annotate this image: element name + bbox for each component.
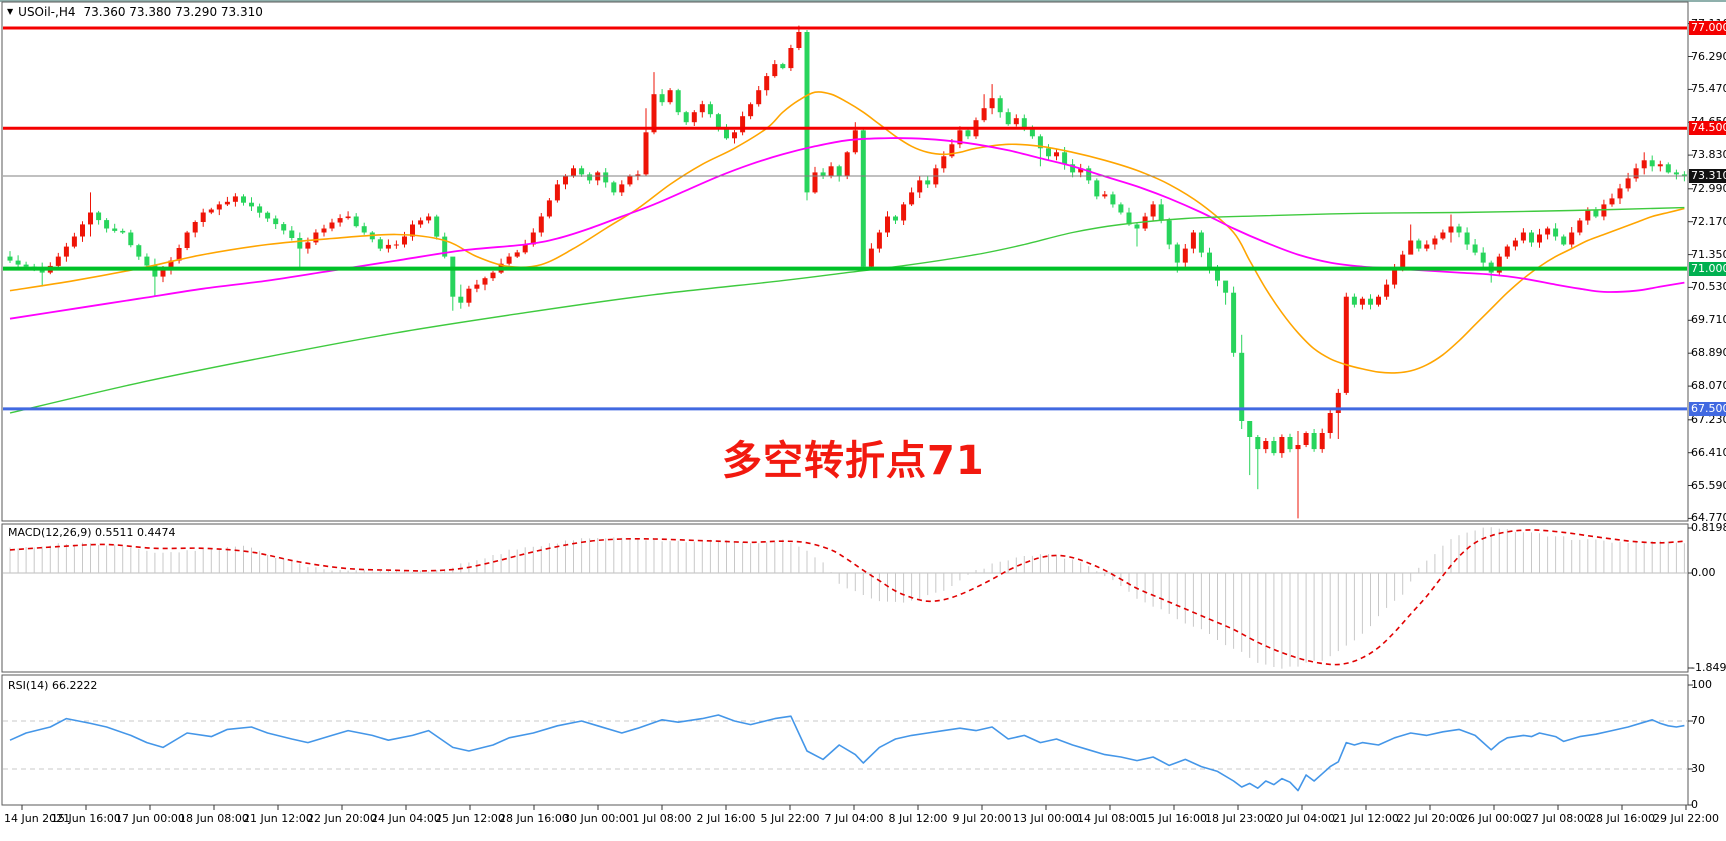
time-axis-label: 20 Jul 04:00 (1269, 812, 1335, 825)
price-tick-label: 68.070 (1691, 379, 1726, 393)
chart-header: ▼ USOil-,H4 73.360 73.380 73.290 73.310 (7, 5, 263, 19)
ohlc-values: 73.360 73.380 73.290 73.310 (83, 5, 263, 19)
price-tick-label: 72.170 (1691, 214, 1726, 228)
macd-indicator-label: MACD(12,26,9) 0.5511 0.4474 (8, 526, 176, 539)
time-axis-label: 30 Jun 00:00 (563, 812, 633, 825)
price-level-badge: 73.310 (1689, 169, 1726, 183)
time-axis-label: 14 Jul 08:00 (1077, 812, 1143, 825)
price-tick-label: 69.710 (1691, 313, 1726, 327)
time-axis-label: 1 Jul 08:00 (632, 812, 692, 825)
price-tick-label: 73.830 (1691, 148, 1726, 162)
time-axis-label: 18 Jul 23:00 (1205, 812, 1271, 825)
macd-tick-label: -1.8495 (1691, 661, 1726, 674)
price-tick-label: 72.990 (1691, 181, 1726, 195)
price-tick-label: 75.470 (1691, 82, 1726, 96)
time-axis-label: 27 Jul 08:00 (1525, 812, 1591, 825)
rsi-indicator-label: RSI(14) 66.2222 (8, 679, 98, 692)
time-axis-label: 7 Jul 04:00 (824, 812, 884, 825)
rsi-tick-label: 0 (1691, 798, 1698, 811)
price-level-badge: 74.500 (1689, 121, 1726, 136)
time-axis-label: 15 Jul 16:00 (1141, 812, 1207, 825)
time-axis-label: 28 Jun 16:00 (499, 812, 569, 825)
time-axis-label: 25 Jun 12:00 (435, 812, 505, 825)
price-tick-label: 67.230 (1691, 412, 1726, 426)
price-tick-label: 71.350 (1691, 247, 1726, 261)
price-level-badge: 77.000 (1689, 21, 1726, 35)
time-axis-label: 13 Jul 00:00 (1013, 812, 1079, 825)
time-axis-label: 24 Jun 04:00 (371, 812, 441, 825)
time-axis-label: 15 Jun 16:00 (51, 812, 121, 825)
time-axis-label: 22 Jun 20:00 (307, 812, 377, 825)
time-axis-label: 2 Jul 16:00 (696, 812, 756, 825)
price-tick-label: 65.590 (1691, 478, 1726, 492)
price-level-badge: 71.000 (1689, 261, 1726, 276)
time-axis-label: 29 Jul 22:00 (1653, 812, 1719, 825)
time-axis-label: 21 Jun 12:00 (243, 812, 313, 825)
time-axis-label: 28 Jul 16:00 (1589, 812, 1655, 825)
rsi-tick-label: 30 (1691, 762, 1705, 775)
time-axis-label: 14 Jun 2021 (4, 812, 71, 825)
time-axis-label: 26 Jul 00:00 (1461, 812, 1527, 825)
symbol-timeframe-label: USOil-,H4 (18, 5, 76, 19)
price-tick-label: 68.890 (1691, 346, 1726, 360)
time-axis-label: 5 Jul 22:00 (760, 812, 820, 825)
rsi-tick-label: 100 (1691, 678, 1712, 691)
time-axis-label: 18 Jun 08:00 (179, 812, 249, 825)
macd-tick-label: 0.00 (1691, 566, 1716, 579)
rsi-tick-label: 70 (1691, 714, 1705, 727)
macd-tick-label: 0.8198 (1691, 521, 1726, 534)
price-tick-label: 70.530 (1691, 280, 1726, 294)
symbol-dropdown-icon[interactable]: ▼ (7, 7, 14, 16)
price-tick-label: 64.770 (1691, 511, 1726, 525)
time-axis-label: 8 Jul 12:00 (888, 812, 948, 825)
price-tick-label: 76.290 (1691, 49, 1726, 63)
time-axis-label: 21 Jul 12:00 (1333, 812, 1399, 825)
price-tick-label: 66.410 (1691, 445, 1726, 459)
annotation-text: 多空转折点71 (722, 438, 985, 484)
price-level-badge: 67.500 (1689, 401, 1726, 416)
time-axis-label: 22 Jul 20:00 (1397, 812, 1463, 825)
time-axis-label: 9 Jul 20:00 (952, 812, 1012, 825)
time-axis-label: 17 Jun 00:00 (115, 812, 185, 825)
